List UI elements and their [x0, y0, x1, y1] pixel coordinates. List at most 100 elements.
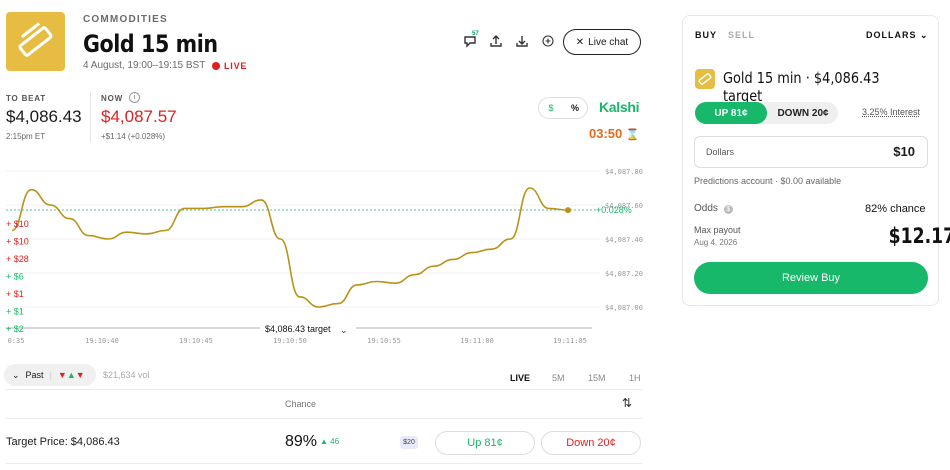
info-icon[interactable]: i — [129, 92, 140, 103]
timeframe-15m[interactable]: 15M — [588, 373, 606, 383]
add-icon[interactable] — [540, 34, 556, 50]
to-beat-time: 2:15pm ET — [6, 132, 46, 141]
x-tick-label: 19:10:40 — [85, 337, 119, 345]
y-tick-label: $4,087.80 — [605, 168, 643, 176]
x-axis: 0:35 19:10:40 19:10:45 19:10:50 19:10:55 19:1… — [8, 337, 587, 345]
share-icon[interactable] — [488, 34, 504, 50]
comment-count: 57 — [472, 31, 479, 37]
target-price-label: Target Price: $4,086.43 — [6, 436, 120, 448]
now-change: +$1.14 (+0.028%) — [101, 132, 166, 141]
y-tick-label: $4,087.00 — [605, 304, 643, 312]
past-label: Past — [25, 370, 44, 380]
target-label-bg — [260, 322, 356, 335]
trend-icons: ▼▲▼ — [57, 370, 85, 380]
percent-toggle[interactable]: % — [570, 103, 579, 113]
x-tick-label: 19:10:55 — [367, 337, 401, 345]
chance-delta: ▲ 46 — [320, 437, 340, 446]
price-series-line — [11, 187, 569, 308]
chevron-down-icon: ⌄ — [920, 30, 929, 40]
trade-item: + $6 — [6, 272, 24, 282]
side-down-button[interactable]: DOWN 20¢ — [777, 107, 829, 119]
down-button[interactable]: Down 20¢ — [541, 431, 641, 455]
live-label: LIVE — [224, 61, 248, 71]
amount-tag: $20 — [400, 436, 418, 449]
trade-feed: + $10 + $10 + $28 + $6 + $1 + $1 + $2 — [6, 219, 29, 334]
up-button[interactable]: Up 81¢ — [435, 431, 535, 455]
volume-label: $21,634 vol — [103, 370, 150, 380]
interest-link[interactable]: 3.25% Interest — [862, 107, 921, 117]
timeframe-5m[interactable]: 5M — [552, 373, 565, 383]
timer-value: 03:50 — [589, 126, 623, 141]
download-icon[interactable] — [514, 34, 530, 50]
tab-buy[interactable]: BUY — [695, 30, 718, 40]
x-tick-label: 19:10:45 — [179, 337, 213, 345]
live-chat-button[interactable]: ✕ Live chat — [563, 29, 641, 55]
tab-sell[interactable]: SELL — [728, 30, 756, 40]
chance-value: 89% — [285, 433, 318, 450]
sort-icon[interactable]: ⇅ — [622, 396, 633, 410]
price-end-point — [565, 207, 571, 214]
currency-label: DOLLARS — [866, 30, 917, 40]
odds-label: Odds $ — [694, 203, 733, 214]
max-payout-value: $12.17 — [888, 224, 950, 248]
divider — [6, 418, 642, 419]
trade-item: + $28 — [6, 254, 29, 264]
amount-label: Dollars — [706, 147, 735, 157]
chevron-down-icon: ⌄ — [340, 325, 348, 335]
current-change-label: +0.028% — [596, 205, 632, 215]
amount-field[interactable]: Dollars $10 — [694, 136, 928, 168]
currency-select[interactable]: DOLLARS ⌄ — [866, 30, 929, 41]
review-buy-button[interactable]: Review Buy — [694, 262, 928, 294]
trade-panel — [682, 15, 939, 306]
market-date: 4 August, 19:00–19:15 BST — [83, 60, 206, 71]
countdown-timer: 03:50 ⌛ — [589, 126, 640, 141]
side-up-button[interactable]: UP 81¢ — [695, 102, 767, 124]
y-tick-label: $4,087.40 — [605, 236, 643, 244]
trade-item: + $10 — [6, 219, 29, 229]
x-tick-label: 0:35 — [8, 337, 25, 345]
trade-item: + $10 — [6, 237, 29, 247]
price-chart: $4,087.80 $4,087.60 $4,087.40 $4,087.20 $4,0… — [6, 168, 643, 345]
y-tick-label: $4,087.60 — [605, 202, 643, 210]
to-beat-value: $4,086.43 — [6, 107, 82, 126]
x-tick-label: 19:11:05 — [553, 337, 587, 345]
comment-icon[interactable] — [462, 34, 478, 50]
close-icon: ✕ — [575, 36, 585, 48]
max-payout-date: Aug 4, 2026 — [694, 238, 738, 247]
now-label: NOW — [101, 94, 123, 103]
amount-value: $10 — [893, 144, 915, 159]
y-axis: $4,087.80 $4,087.60 $4,087.40 $4,087.20 $4,0… — [605, 168, 643, 312]
past-button[interactable]: ⌄ Past | ▼▲▼ — [4, 364, 96, 386]
divider — [6, 389, 642, 390]
market-title: Gold 15 min — [83, 30, 218, 58]
kalshi-logo: Kalshi — [599, 99, 640, 115]
x-tick-label: 19:10:50 — [273, 337, 307, 345]
odds-text: Odds — [694, 203, 718, 214]
timeframe-1h[interactable]: 1H — [629, 373, 641, 383]
gold-logo — [6, 12, 65, 71]
hourglass-icon: ⌛ — [625, 129, 640, 141]
live-dot-icon — [212, 62, 220, 70]
x-tick-label: 19:11:00 — [460, 337, 494, 345]
account-balance: Predictions account · $0.00 available — [694, 176, 842, 186]
gold-logo — [695, 69, 715, 89]
divider — [6, 463, 642, 464]
trade-item: + $1 — [6, 307, 24, 317]
trade-item: + $2 — [6, 324, 24, 334]
info-icon[interactable]: $ — [723, 205, 733, 214]
display-toggle[interactable]: $ % — [538, 97, 588, 119]
trade-item: + $1 — [6, 289, 24, 299]
separator: | — [49, 370, 52, 380]
chevron-down-icon: ⌄ — [12, 369, 20, 380]
to-beat-label: TO BEAT — [6, 94, 46, 103]
odds-value: 82% chance — [865, 203, 926, 215]
y-tick-label: $4,087.20 — [605, 270, 643, 278]
live-chat-label: Live chat — [588, 36, 629, 48]
chance-header: Chance — [285, 399, 317, 409]
max-payout-label: Max payout — [694, 225, 741, 235]
stats-divider — [90, 92, 91, 142]
timeframe-live[interactable]: LIVE — [510, 373, 531, 383]
target-label: $4,086.43 target — [265, 324, 331, 334]
dollar-toggle[interactable]: $ — [548, 103, 554, 113]
now-value: $4,087.57 — [101, 107, 177, 126]
